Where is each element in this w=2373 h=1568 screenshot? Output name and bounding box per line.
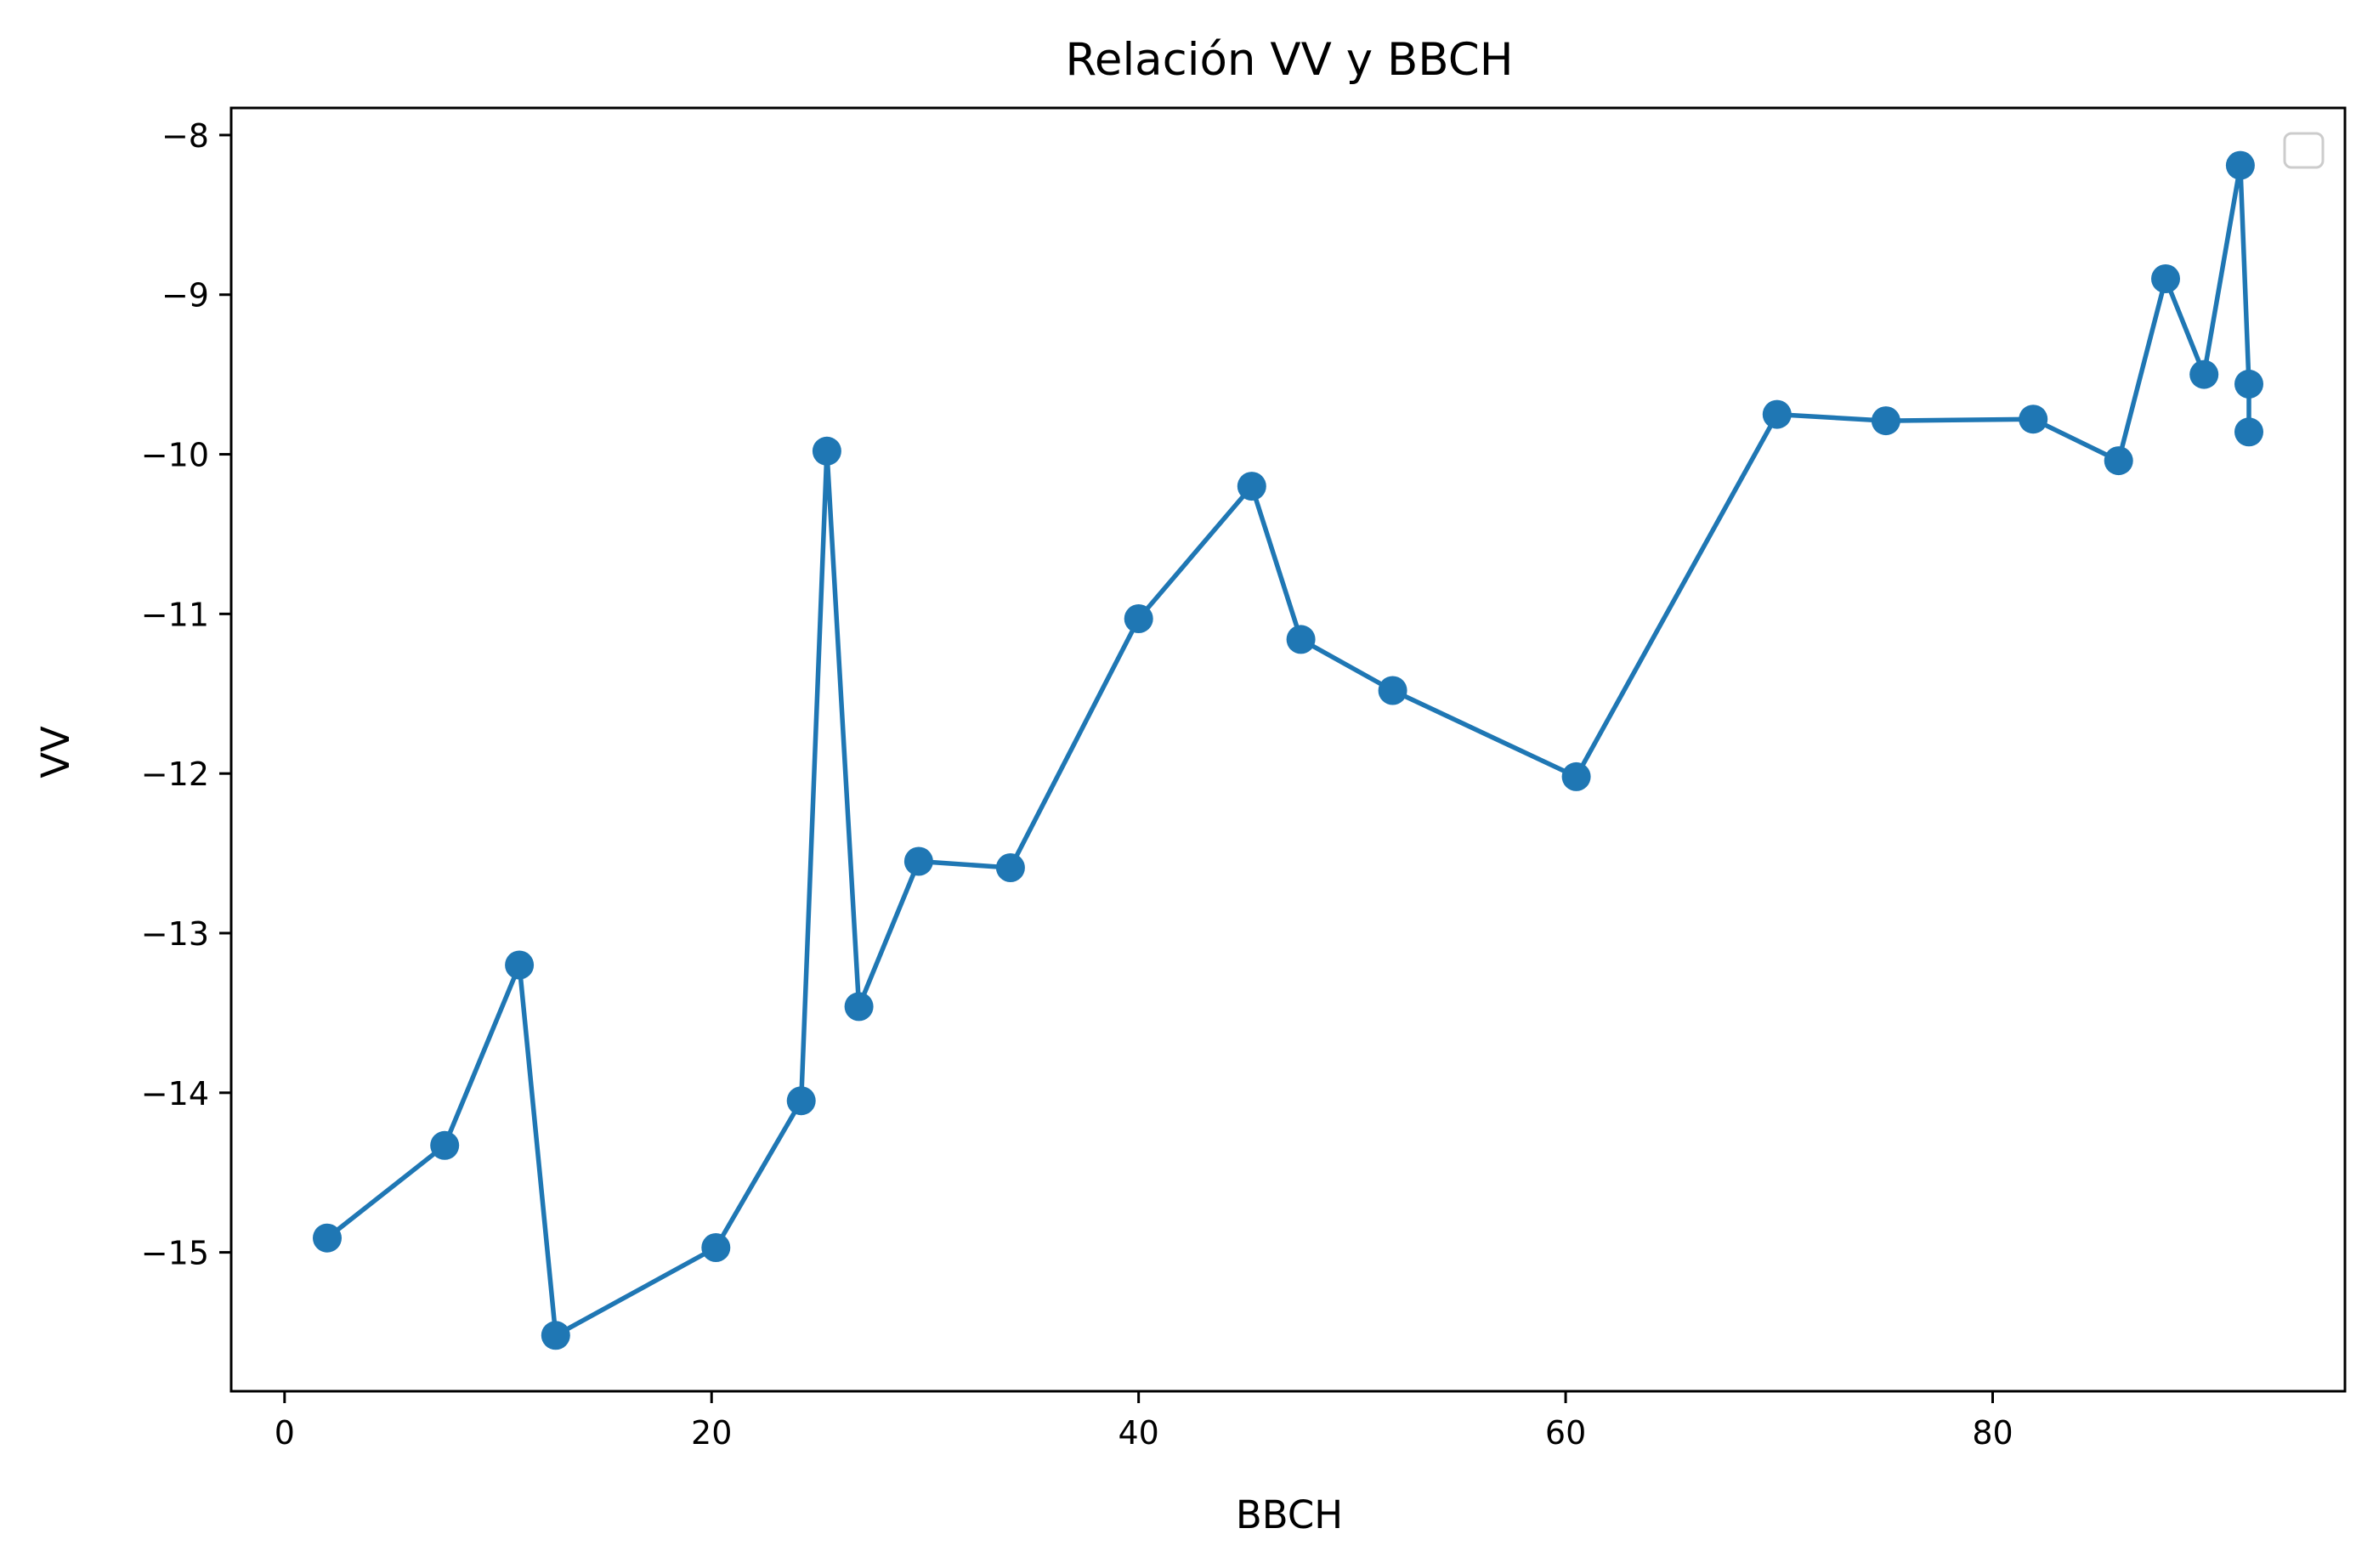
- chart-title: Relación VV y BBCH: [1065, 34, 1513, 86]
- data-point: [701, 1233, 731, 1262]
- data-point: [2151, 264, 2180, 293]
- data-point: [2189, 359, 2219, 389]
- y-axis-title: VV: [33, 726, 78, 778]
- legend-box: [2283, 132, 2325, 169]
- y-tick-label: −11: [141, 596, 209, 633]
- data-point: [1871, 406, 1900, 436]
- x-tick-label: 40: [1118, 1414, 1158, 1452]
- data-point: [1124, 604, 1153, 633]
- data-point: [430, 1130, 460, 1160]
- data-point: [505, 950, 535, 980]
- data-point: [1378, 676, 1407, 705]
- x-axis-title: BBCH: [1236, 1492, 1343, 1537]
- data-point: [2104, 446, 2133, 476]
- data-point: [786, 1086, 816, 1116]
- x-tick-label: 80: [1972, 1414, 2013, 1452]
- data-point: [844, 992, 874, 1022]
- series-line: [325, 162, 2251, 1339]
- data-point: [313, 1223, 342, 1253]
- x-tick-label: 20: [691, 1414, 732, 1452]
- data-point: [541, 1321, 570, 1350]
- x-tick-label: 60: [1545, 1414, 1586, 1452]
- data-point: [2019, 405, 2048, 434]
- data-point: [903, 846, 933, 876]
- y-tick-label: −15: [141, 1235, 209, 1272]
- y-tick-label: −14: [141, 1075, 209, 1112]
- y-tick-label: −9: [161, 277, 209, 314]
- data-point: [812, 436, 841, 466]
- plot-area: [313, 150, 2263, 1350]
- data-point: [2234, 417, 2263, 447]
- data-point: [2225, 150, 2255, 180]
- axes-frame: [229, 106, 2347, 1393]
- data-point: [995, 853, 1025, 882]
- x-tick-label: 0: [275, 1414, 295, 1452]
- data-point: [2234, 369, 2263, 399]
- y-tick-label: −8: [161, 117, 209, 155]
- data-point: [1561, 761, 1591, 791]
- y-tick-label: −13: [141, 915, 209, 953]
- data-point: [1762, 399, 1792, 429]
- y-tick-label: −10: [141, 437, 209, 474]
- data-point: [1286, 625, 1316, 654]
- y-tick-label: −12: [141, 756, 209, 793]
- data-point: [1237, 472, 1266, 501]
- axes: 0 20 40 60 80 −8 −9 −10 −11 −12 −13 −14 −15: [141, 106, 2347, 1452]
